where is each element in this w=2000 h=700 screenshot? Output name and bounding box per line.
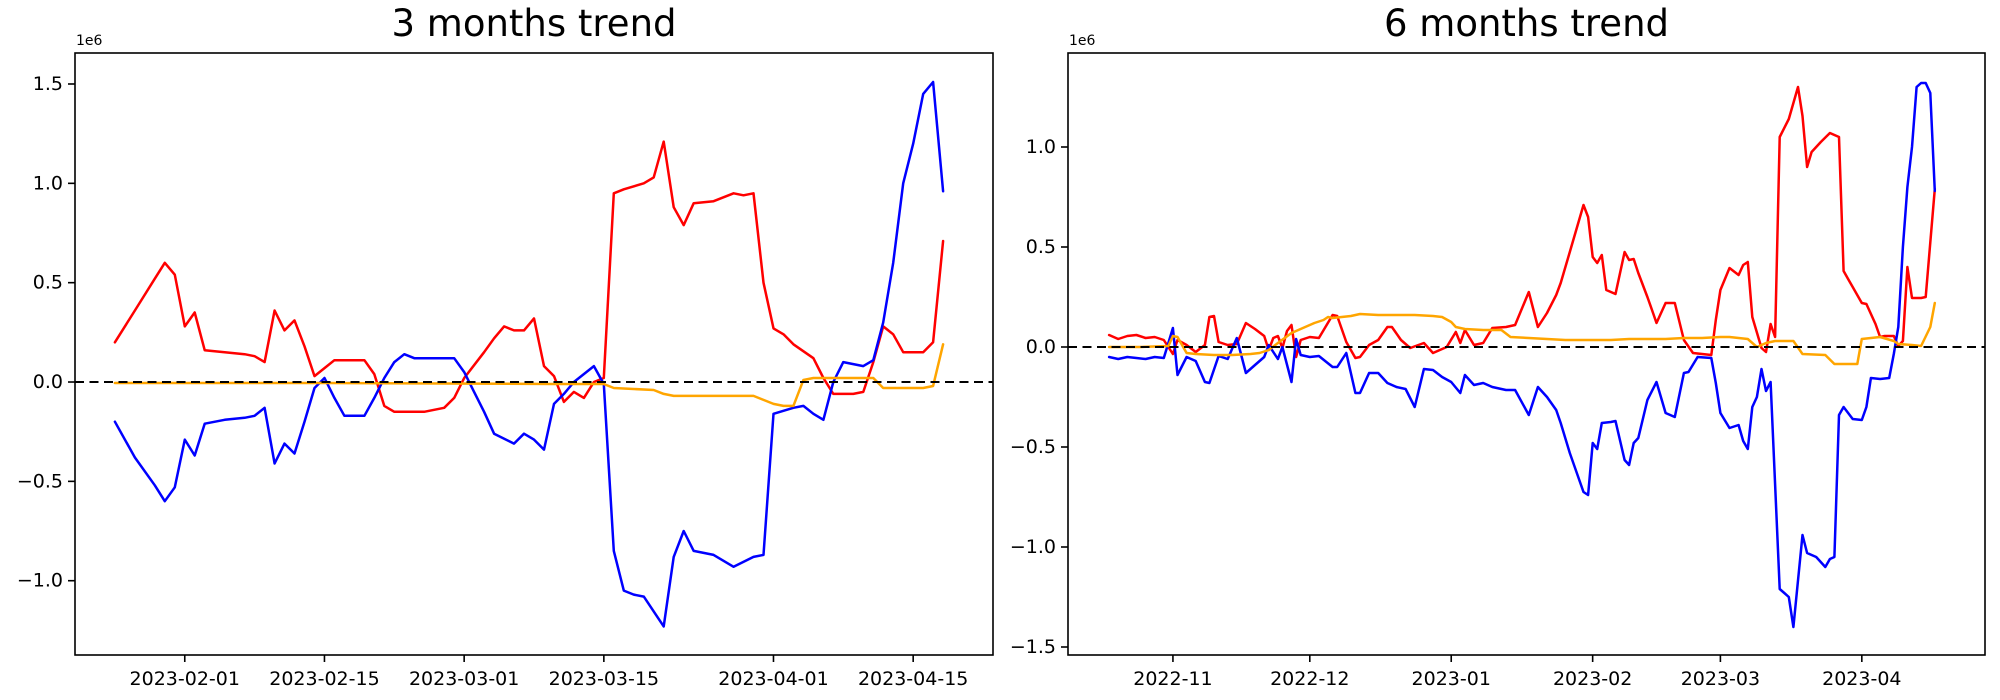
chart-title-6-months: 6 months trend bbox=[1383, 2, 1670, 45]
x-tick-label: 2023-02-15 bbox=[269, 668, 379, 690]
x-tick-label: 2022-11 bbox=[1133, 668, 1212, 690]
y-tick-label: 0.5 bbox=[1026, 236, 1056, 258]
y-tick-label: 0.5 bbox=[33, 272, 63, 294]
axes-spines bbox=[1067, 52, 1986, 656]
y-tick-label: 1.0 bbox=[33, 172, 63, 194]
x-tick-label: 2023-02-01 bbox=[130, 668, 240, 690]
y-tick-label: −0.5 bbox=[1010, 436, 1056, 458]
orange-line bbox=[1107, 301, 1937, 366]
red-line bbox=[1107, 85, 1937, 360]
x-tick-label: 2023-02 bbox=[1553, 668, 1632, 690]
x-tick-label: 2023-03-15 bbox=[549, 668, 659, 690]
red-line bbox=[113, 140, 945, 414]
x-tick-label: 2023-04 bbox=[1822, 668, 1901, 690]
y-tick-label: 1.5 bbox=[33, 73, 63, 95]
chart-3-months: 1.5 1.0 0.5 0.0 −0.5 −1.0 2023-02-01 2023-02-15… bbox=[17, 33, 994, 690]
x-tick-label: 2023-03-01 bbox=[409, 668, 519, 690]
blue-line bbox=[1107, 81, 1937, 629]
chart-title-3-months: 3 months trend bbox=[391, 2, 677, 45]
x-tick-label: 2023-04-01 bbox=[718, 668, 828, 690]
y-tick-label: −1.5 bbox=[1010, 636, 1056, 658]
x-tick-label: 2023-01 bbox=[1412, 668, 1491, 690]
x-tick-label: 2023-03 bbox=[1681, 668, 1760, 690]
y-tick-label: −1.0 bbox=[1010, 536, 1056, 558]
x-tick-label: 2023-04-15 bbox=[858, 668, 968, 690]
blue-line bbox=[113, 80, 945, 628]
y-tick-label: 0.0 bbox=[1026, 336, 1056, 358]
axes-spines bbox=[74, 52, 994, 656]
y-tick-label: −1.0 bbox=[17, 570, 63, 592]
y-axis-offset-label: 1e6 bbox=[1069, 33, 1096, 49]
y-tick-label: 1.0 bbox=[1026, 136, 1056, 158]
x-tick-label: 2022-12 bbox=[1270, 668, 1349, 690]
y-axis-offset-label: 1e6 bbox=[76, 33, 103, 49]
chart-6-months: 1.0 0.5 0.0 −0.5 −1.0 −1.5 2022-11 2022-12 2023-… bbox=[1010, 33, 1986, 690]
y-tick-label: 0.0 bbox=[33, 371, 63, 393]
y-tick-label: −0.5 bbox=[17, 470, 63, 492]
orange-line bbox=[113, 343, 945, 408]
